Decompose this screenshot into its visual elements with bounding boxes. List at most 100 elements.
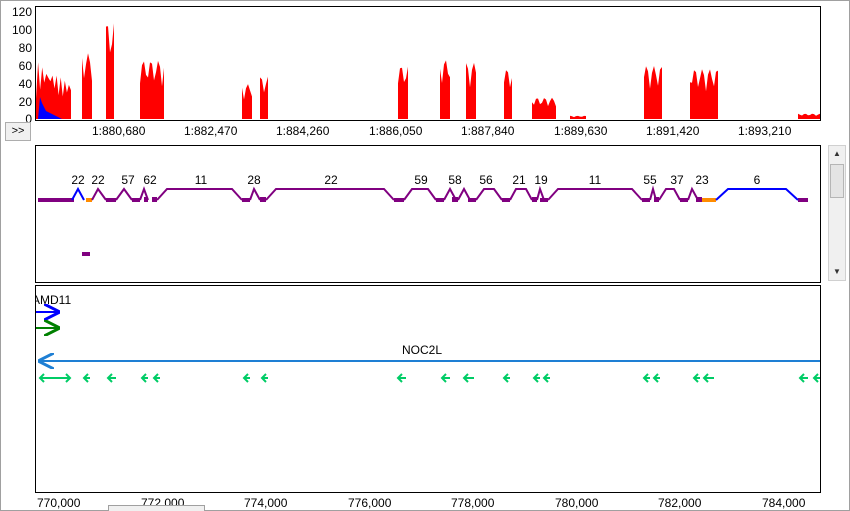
junction-count: 37 bbox=[670, 173, 684, 187]
junction-count: 55 bbox=[643, 173, 657, 187]
expand-button[interactable]: >> bbox=[5, 122, 31, 141]
coverage-histogram bbox=[36, 23, 820, 119]
coverage-secondary-peak bbox=[38, 97, 62, 119]
junction-count-labels: 22 22 57 62 11 28 22 59 58 56 21 19 11 5… bbox=[71, 173, 760, 187]
noc2l-exon-arrows bbox=[38, 373, 820, 383]
exon-arrow bbox=[440, 373, 450, 383]
y-tick-label: 20 bbox=[18, 95, 32, 109]
coverage-plot[interactable] bbox=[35, 6, 821, 121]
exon-block bbox=[642, 198, 650, 202]
scroll-down-icon[interactable]: ▼ bbox=[833, 267, 841, 276]
exon-block bbox=[86, 198, 92, 202]
x-tick-label: 1:887,840 bbox=[461, 124, 515, 138]
splice-junction-track: 22 22 57 62 11 28 22 59 58 56 21 19 11 5… bbox=[38, 173, 808, 256]
junction-arc bbox=[249, 186, 261, 201]
scroll-thumb[interactable] bbox=[830, 164, 844, 198]
exon-block bbox=[394, 198, 404, 202]
exon-arrow bbox=[106, 373, 116, 383]
coverage-peak bbox=[242, 84, 252, 119]
isoform-vertical-scrollbar[interactable]: ▲ ▼ bbox=[828, 145, 846, 281]
gene-label-noc2l: NOC2L bbox=[402, 343, 442, 357]
exon-block bbox=[260, 197, 266, 202]
exon-block bbox=[532, 197, 537, 202]
scroll-up-icon[interactable]: ▲ bbox=[833, 149, 841, 158]
junction-count: 11 bbox=[589, 173, 602, 187]
exon-arrow bbox=[692, 373, 700, 383]
exon-arrow bbox=[532, 373, 540, 383]
junction-arc bbox=[457, 186, 471, 201]
junction-arc bbox=[115, 187, 133, 201]
y-tick-label: 40 bbox=[18, 77, 32, 91]
x-tick-label: 1:891,420 bbox=[646, 124, 700, 138]
coverage-peak bbox=[466, 62, 476, 119]
gene-track: SAMD11 NOC2L bbox=[24, 293, 820, 383]
exon-arrow bbox=[140, 373, 148, 383]
gene-annotation-panel[interactable]: SAMD11 NOC2L bbox=[24, 285, 821, 493]
junction-arcs bbox=[71, 185, 799, 201]
junction-arc bbox=[403, 188, 437, 201]
coverage-peak bbox=[532, 97, 556, 119]
junction-count: 22 bbox=[324, 173, 338, 187]
exon-arrow bbox=[812, 373, 820, 383]
exon-arrow bbox=[462, 373, 474, 383]
x-tick-label: 1:886,050 bbox=[369, 124, 423, 138]
exon-arrow bbox=[38, 373, 72, 383]
x-tick-label: 776,000 bbox=[348, 496, 392, 510]
y-tick-label: 100 bbox=[11, 23, 32, 37]
junction-count: 62 bbox=[143, 173, 157, 187]
coverage-peak bbox=[140, 60, 164, 119]
isoform-panel[interactable]: 22 22 57 62 11 28 22 59 58 56 21 19 11 5… bbox=[35, 145, 821, 283]
y-tick-label: 0 bbox=[25, 112, 32, 126]
exon-block bbox=[702, 198, 716, 202]
exon-block bbox=[144, 197, 148, 202]
junction-arc bbox=[509, 188, 533, 201]
coverage-peak bbox=[644, 66, 662, 119]
exon-arrow bbox=[642, 373, 650, 383]
exon-block bbox=[436, 198, 444, 202]
exon-arrow bbox=[502, 373, 510, 383]
exon-block bbox=[798, 198, 808, 202]
junction-arc bbox=[649, 185, 657, 201]
x-tick-label: 770,000 bbox=[37, 496, 81, 510]
junction-count: 19 bbox=[534, 173, 548, 187]
junction-count: 23 bbox=[695, 173, 709, 187]
junction-arc bbox=[658, 188, 681, 201]
coverage-peak bbox=[82, 53, 92, 119]
junction-arc bbox=[91, 187, 107, 201]
junction-arc bbox=[547, 188, 643, 201]
x-tick-label: 780,000 bbox=[555, 496, 599, 510]
junction-count: 22 bbox=[91, 173, 105, 187]
exon-arrow bbox=[652, 373, 660, 383]
y-tick-label: 60 bbox=[18, 59, 32, 73]
exon-blocks bbox=[38, 197, 808, 256]
exon-block bbox=[468, 198, 476, 202]
junction-count: 22 bbox=[71, 173, 85, 187]
junction-count: 11 bbox=[195, 173, 208, 187]
junction-count: 28 bbox=[247, 173, 261, 187]
exon-block bbox=[106, 198, 116, 202]
x-tick-label: 1:884,260 bbox=[276, 124, 330, 138]
coverage-peak bbox=[570, 115, 586, 119]
coverage-peak bbox=[260, 76, 268, 119]
x-tick-label: 774,000 bbox=[244, 496, 288, 510]
junction-arc bbox=[687, 186, 699, 201]
exon-block bbox=[82, 252, 90, 256]
x-tick-label: 1:893,210 bbox=[738, 124, 792, 138]
exon-arrow bbox=[152, 373, 160, 383]
coverage-peak bbox=[36, 62, 71, 119]
junction-arc bbox=[715, 188, 799, 201]
exon-arrow bbox=[702, 373, 714, 383]
horizontal-scroll-thumb[interactable] bbox=[108, 505, 205, 511]
exon-block bbox=[242, 198, 250, 202]
junction-count: 6 bbox=[754, 173, 761, 187]
exon-block bbox=[132, 198, 140, 202]
junction-arc bbox=[71, 186, 85, 201]
coverage-peak bbox=[504, 70, 512, 119]
junction-count: 56 bbox=[479, 173, 493, 187]
junction-count: 57 bbox=[121, 173, 135, 187]
exon-arrow bbox=[260, 373, 268, 383]
coverage-peak bbox=[690, 69, 718, 119]
junction-arc bbox=[156, 188, 243, 201]
exon-arrow bbox=[798, 373, 808, 383]
junction-arc bbox=[536, 185, 545, 201]
